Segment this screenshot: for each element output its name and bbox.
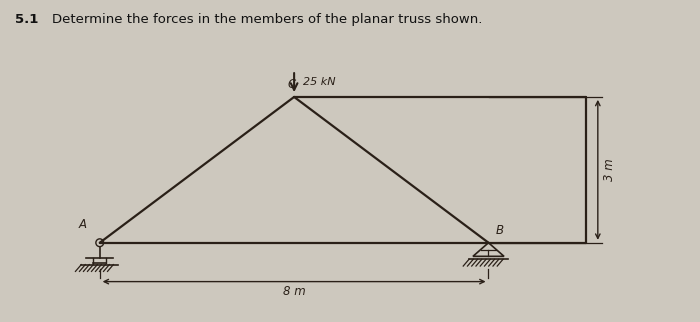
Text: A: A [78, 218, 87, 231]
Text: C: C [288, 78, 296, 91]
Text: B: B [496, 224, 504, 237]
Text: 5.1: 5.1 [15, 13, 38, 26]
Text: 3 m: 3 m [603, 158, 616, 181]
Text: 8 m: 8 m [283, 286, 305, 298]
Text: Determine the forces in the members of the planar truss shown.: Determine the forces in the members of t… [52, 13, 483, 26]
Text: 25 kN: 25 kN [303, 77, 335, 87]
